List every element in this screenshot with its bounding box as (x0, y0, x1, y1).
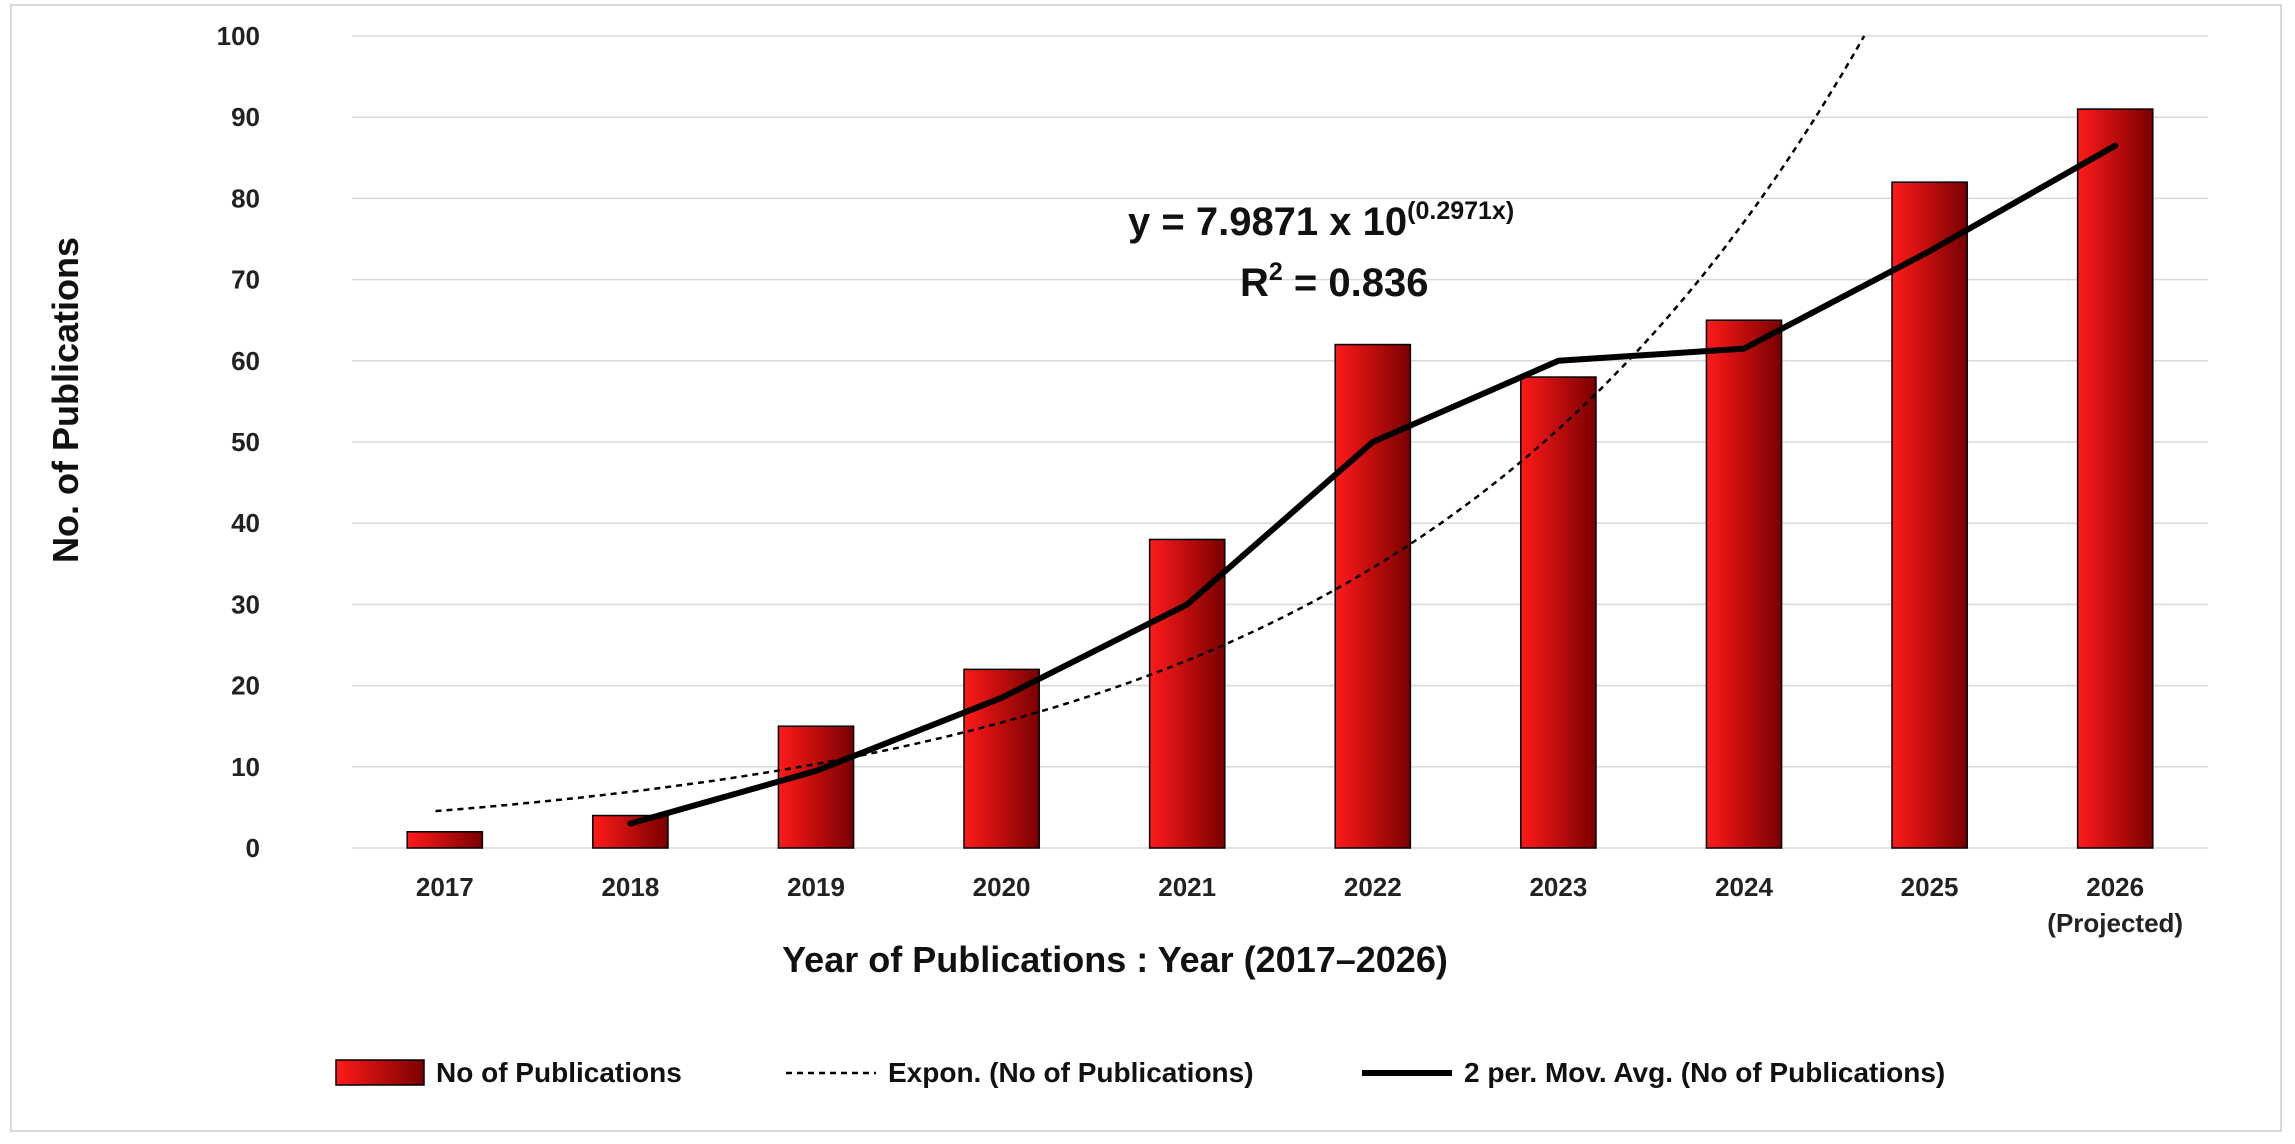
y-tick-labels: 0 10 20 30 40 50 60 70 80 90 100 (217, 21, 260, 863)
x-tick-2019: 2019 (787, 872, 845, 902)
r-squared: R2 = 0.836 (1240, 258, 1428, 305)
y-tick-90: 90 (231, 102, 260, 132)
y-tick-20: 20 (231, 671, 260, 701)
moving-average-line (627, 142, 2119, 827)
y-axis-title: No. of Publications (45, 237, 86, 563)
r2-exponent: 2 (1269, 258, 1283, 286)
x-tick-2017: 2017 (416, 872, 474, 902)
y-tick-80: 80 (231, 183, 260, 213)
y-tick-50: 50 (231, 427, 260, 457)
exponential-trendline (435, 35, 1866, 813)
bar-2025 (1891, 181, 1968, 849)
x-tick-labels: 2017 2018 2019 2020 2021 2022 2023 2024 2025 2026… (416, 872, 2183, 938)
x-tick-2023: 2023 (1529, 872, 1587, 902)
y-tick-0: 0 (246, 833, 260, 863)
y-tick-60: 60 (231, 346, 260, 376)
legend-swatch-bars (335, 1059, 425, 1086)
y-tick-30: 30 (231, 589, 260, 619)
bar-2017 (406, 831, 484, 849)
x-tick-2024: 2024 (1715, 872, 1773, 902)
x-tick-2020: 2020 (973, 872, 1031, 902)
legend: No of Publications Expon. (No of Publica… (335, 1057, 1945, 1088)
equation-exponent: (0.2971x) (1407, 197, 1514, 225)
x-tick-2025: 2025 (1901, 872, 1959, 902)
moving-average-series (627, 142, 2119, 827)
legend-label-bars: No of Publications (436, 1057, 682, 1088)
bar-2026 (2076, 108, 2154, 849)
bar-2022 (1334, 343, 1412, 849)
r2-value: = 0.836 (1283, 261, 1429, 305)
y-tick-40: 40 (231, 508, 260, 538)
x-tick-2021: 2021 (1158, 872, 1216, 902)
equation-prefix: y = 7.9871 x 10 (1128, 200, 1407, 244)
x-tick-2018: 2018 (601, 872, 659, 902)
y-tick-10: 10 (231, 752, 260, 782)
bar-2024 (1705, 319, 1783, 849)
legend-label-moving-average: 2 per. Mov. Avg. (No of Publications) (1464, 1057, 1945, 1088)
y-tick-70: 70 (231, 265, 260, 295)
bar-2023 (1520, 376, 1597, 849)
r2-prefix: R (1240, 261, 1269, 305)
legend-label-trendline: Expon. (No of Publications) (888, 1057, 1254, 1088)
bar-2021 (1148, 538, 1226, 849)
x-tick-sublabel-2026: (Projected) (2047, 908, 2183, 938)
trendline-path (435, 35, 1866, 813)
x-tick-2026: 2026 (2086, 872, 2144, 902)
trendline-equation: y = 7.9871 x 10(0.2971x) (1128, 197, 1514, 244)
y-tick-100: 100 (217, 21, 260, 51)
x-tick-2022: 2022 (1344, 872, 1402, 902)
x-axis-title: Year of Publications : Year (2017–2026) (782, 939, 1448, 980)
bar-2019 (777, 725, 855, 849)
bar-2018 (592, 814, 669, 849)
